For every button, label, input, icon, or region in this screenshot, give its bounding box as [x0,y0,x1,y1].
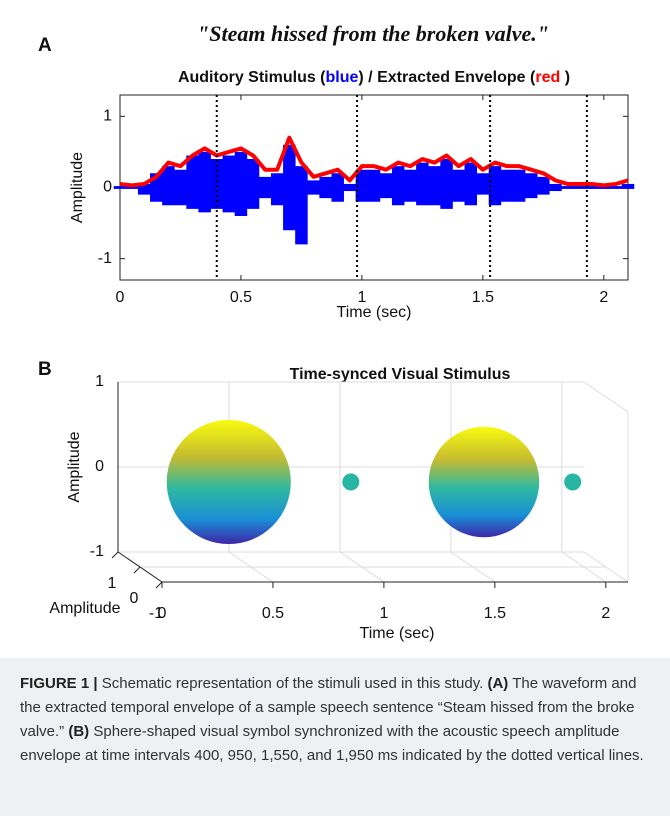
envelope [119,135,629,188]
y-axis-label: Amplitude [49,600,120,617]
x-tick-label: 1 [357,289,366,306]
sphere [166,419,291,545]
y-tick-label: -1 [149,605,163,622]
sentence-title: "Steam hissed from the broken valve." [197,21,549,46]
caption-label: FIGURE 1 | [20,675,98,692]
x-tick-label: 0.5 [262,605,284,622]
x-axis-label: Time (sec) [360,625,435,642]
x-axis-label: Time (sec) [337,304,412,321]
box-edge [583,381,629,413]
z-axis-label: Amplitude [66,431,83,502]
x-tick-label: 0.5 [230,289,252,306]
title-part: ) [560,69,570,86]
x-tick-label: 0 [158,605,167,622]
title-part: red [535,69,560,86]
sphere [564,473,582,491]
caption-ref: (B) [68,723,90,740]
y-tick-label: 1 [108,575,117,592]
x-tick-label: 0 [116,289,125,306]
caption-text: The waveform and the extracted temporal … [20,675,637,740]
figure: A "Steam hissed from the broken valve." … [38,21,635,642]
x-tick-label: 1 [379,605,388,622]
z-tick-label: -1 [90,543,104,560]
y-axis-label: Amplitude [69,152,86,223]
box-edge [583,551,629,583]
title-part: Auditory Stimulus ( [178,69,326,86]
chart-title: Time-synced Visual Stimulus [290,366,511,383]
y-tick-label: -1 [98,250,112,267]
z-tick-label: 1 [95,373,104,390]
panel-label: B [38,359,52,380]
y-tick [111,551,119,559]
x-tick-label: 1.5 [472,289,494,306]
caption: FIGURE 1 | Schematic representation of t… [0,658,670,816]
y-tick-label: 1 [103,108,112,125]
panel-label: A [38,35,52,56]
caption-text: Schematic representation of the stimuli … [101,675,484,692]
caption-ref: (A) [487,675,509,692]
y-tick-label: 0 [103,179,112,196]
title-part: blue [326,69,359,86]
y-tick-label: 0 [130,590,139,607]
z-tick-label: 0 [95,458,104,475]
x-tick-label: 2 [599,289,608,306]
x-tick-label: 2 [601,605,610,622]
sphere [428,426,540,538]
x-tick-label: 1.5 [484,605,506,622]
title-part: ) / Extracted Envelope ( [358,69,536,86]
caption-text: Sphere-shaped visual symbol synchronized… [20,723,644,764]
sphere [342,473,360,491]
chart-title: Auditory Stimulus (blue) / Extracted Env… [178,69,570,86]
y-tick [155,581,163,589]
y-tick [133,566,141,574]
